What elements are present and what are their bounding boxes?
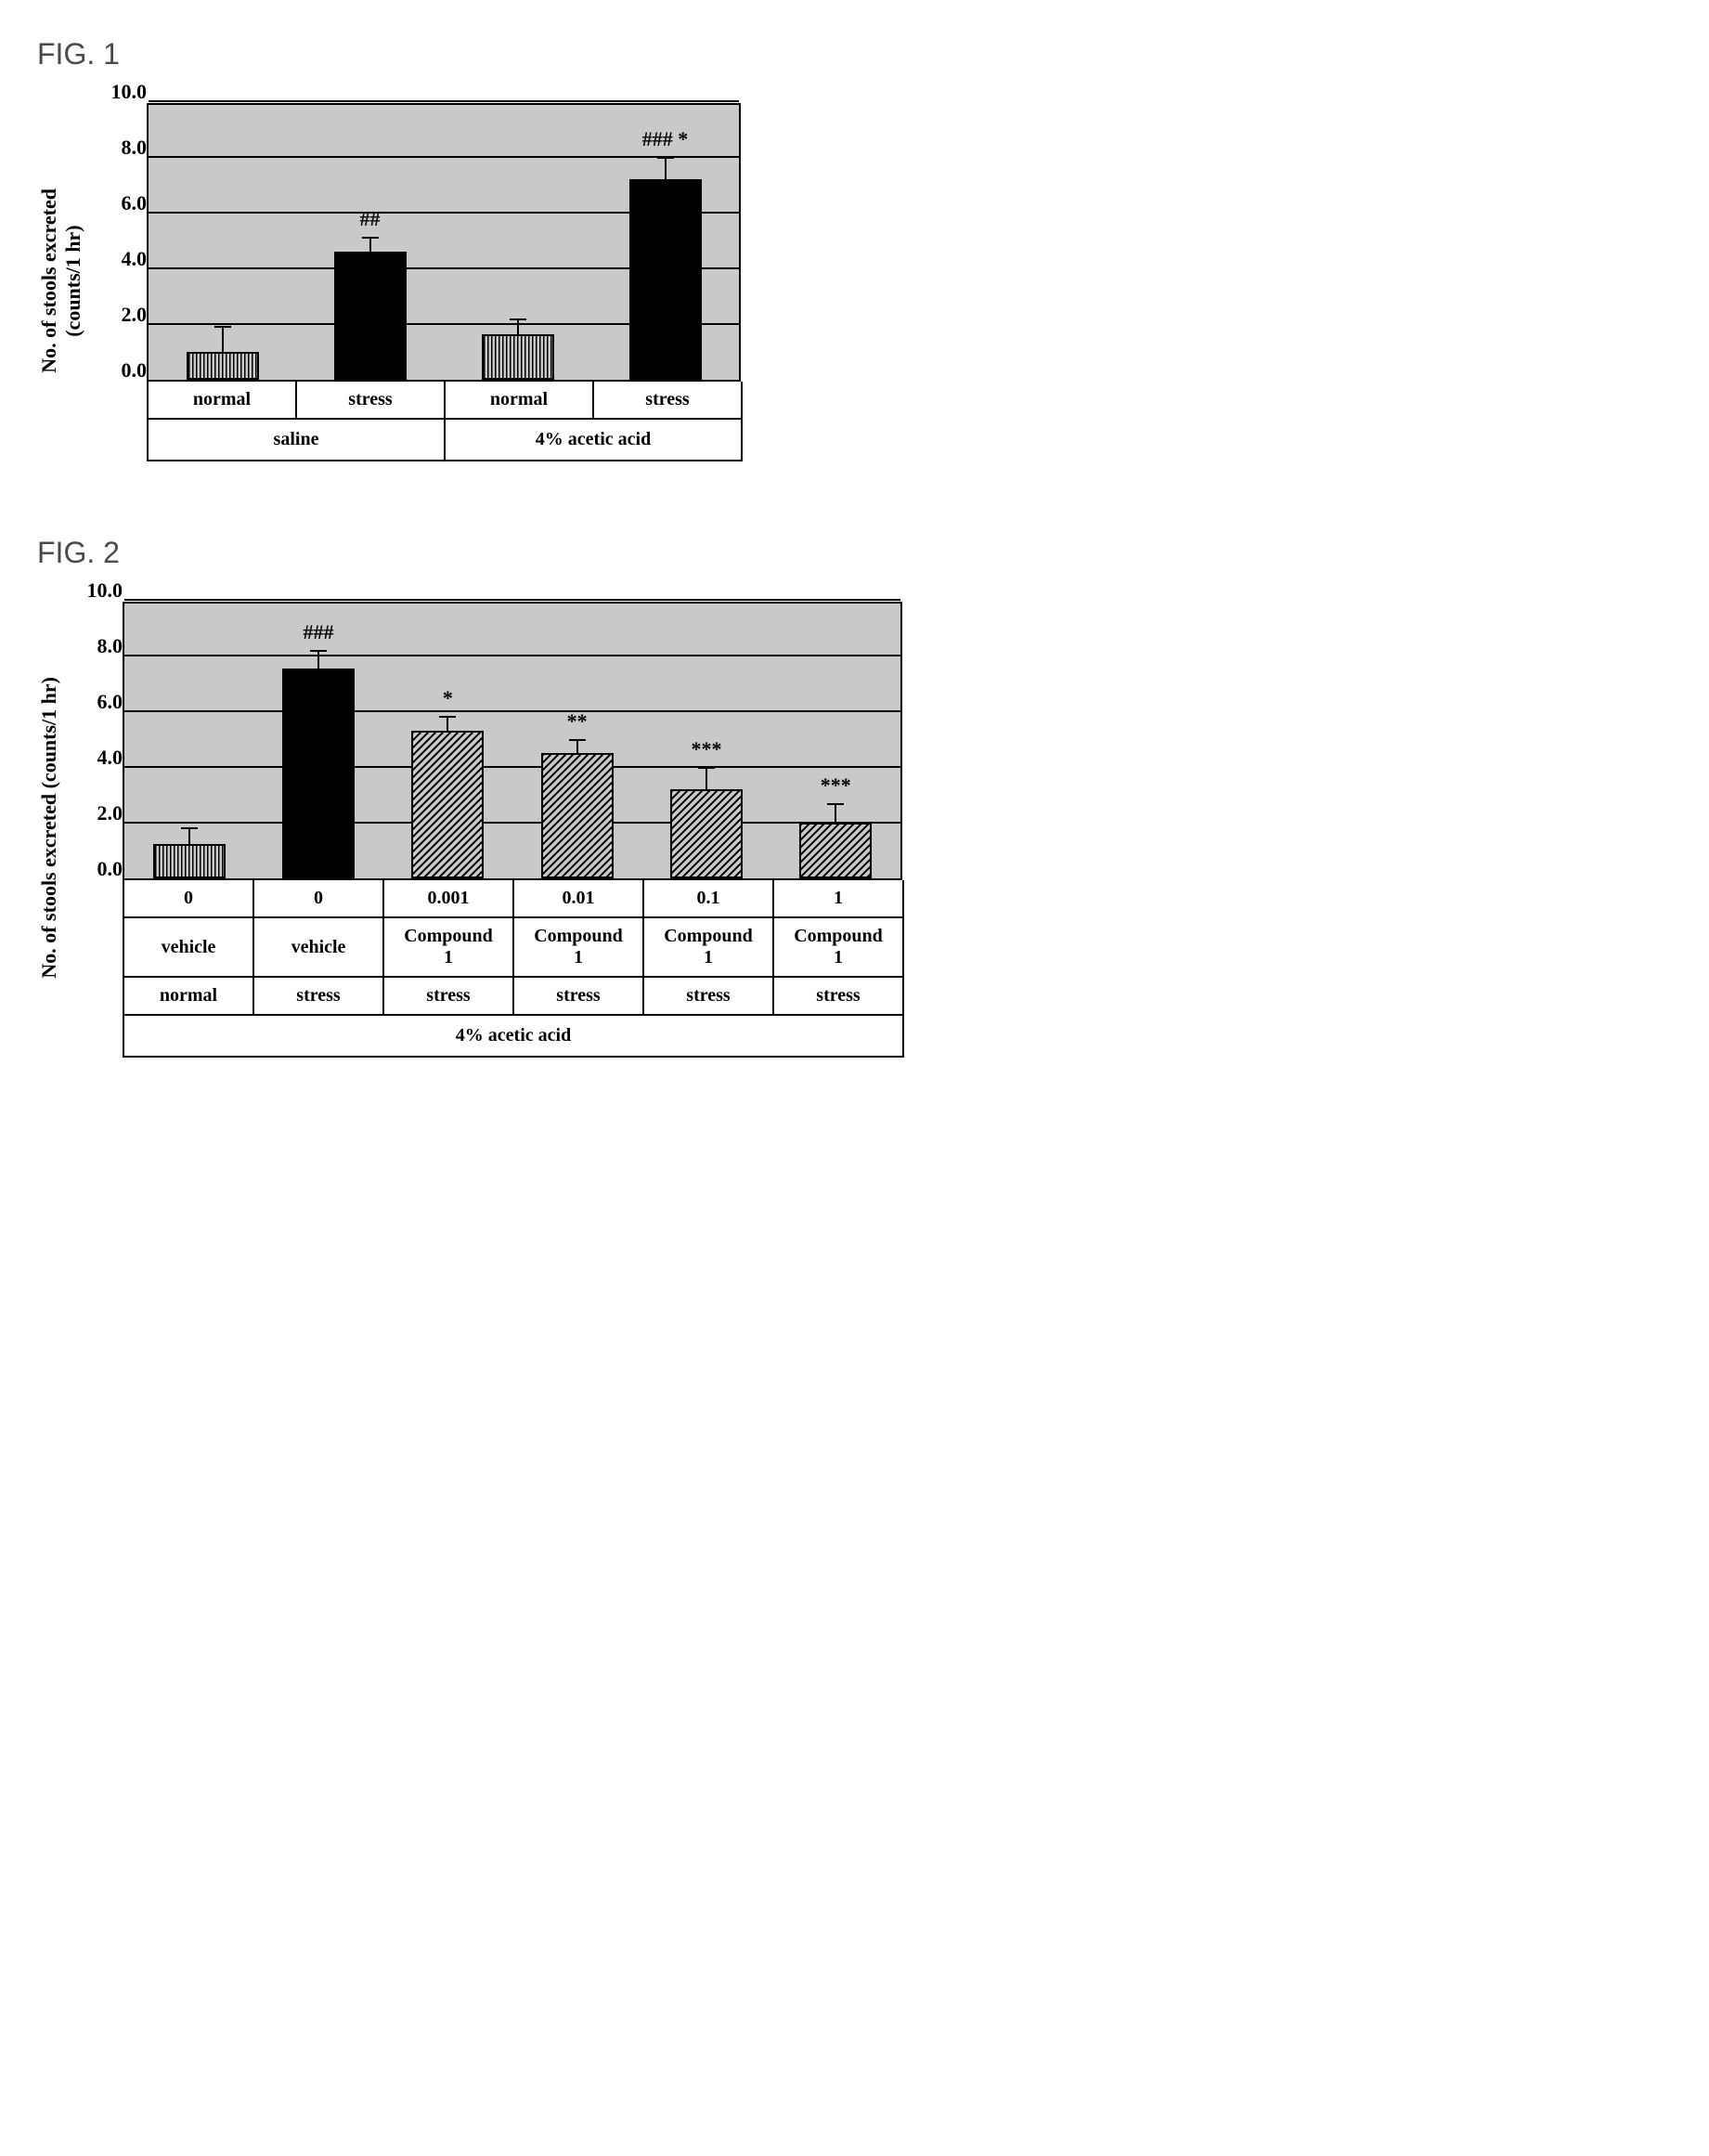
overall-label: 4% acetic acid bbox=[124, 1016, 904, 1058]
bar-annotation: ## bbox=[360, 207, 381, 231]
error-bar bbox=[447, 716, 448, 732]
error-bar bbox=[517, 318, 519, 334]
treatment-label: Compound1 bbox=[774, 918, 904, 978]
condition-label: stress bbox=[514, 978, 644, 1016]
bar-slot: ### * bbox=[591, 105, 739, 380]
bar bbox=[282, 669, 355, 879]
fig2-x-labels: 000.0010.010.11vehiclevehicleCompound1Co… bbox=[123, 880, 907, 1058]
dose-label: 1 bbox=[774, 880, 904, 918]
dose-label: 0.01 bbox=[514, 880, 644, 918]
error-bar bbox=[222, 326, 224, 353]
figure-2-chart: No. of stools excreted (counts/1 hr) 0.0… bbox=[37, 598, 1672, 1058]
bar-slot: ### bbox=[253, 604, 382, 878]
x-label: normal bbox=[446, 382, 594, 420]
bar-annotation: ** bbox=[567, 709, 588, 734]
bar-annotation: *** bbox=[821, 773, 851, 798]
bar-slot bbox=[124, 604, 253, 878]
error-bar bbox=[576, 739, 578, 753]
bar-slot: *** bbox=[641, 604, 770, 878]
bar bbox=[334, 252, 407, 380]
error-bar bbox=[369, 237, 371, 253]
x-label: stress bbox=[297, 382, 446, 420]
figure-2-label: FIG. 2 bbox=[37, 536, 1672, 570]
bar-annotation: * bbox=[443, 686, 453, 710]
dose-label: 0.1 bbox=[644, 880, 774, 918]
treatment-label: Compound1 bbox=[384, 918, 514, 978]
fig2-x-row-dose: 000.0010.010.11 bbox=[123, 880, 907, 918]
bar-annotation: ### * bbox=[642, 127, 689, 151]
fig2-plot-area: ###********* bbox=[123, 602, 902, 880]
bar bbox=[629, 179, 702, 380]
error-bar bbox=[835, 803, 836, 823]
bar bbox=[187, 352, 259, 380]
fig1-x-row-1: normalstressnormalstress bbox=[147, 382, 745, 420]
dose-label: 0 bbox=[124, 880, 254, 918]
condition-label: stress bbox=[384, 978, 514, 1016]
group-label: saline bbox=[149, 420, 446, 461]
error-bar bbox=[665, 157, 667, 179]
figure-1-chart: No. of stools excreted(counts/1 hr) 0.02… bbox=[37, 99, 1672, 461]
bar-annotation: *** bbox=[691, 737, 721, 761]
condition-label: stress bbox=[774, 978, 904, 1016]
treatment-label: vehicle bbox=[254, 918, 384, 978]
fig1-bars: ## ### * bbox=[149, 105, 739, 380]
fig2-x-row-treatment: vehiclevehicleCompound1Compound1Compound… bbox=[123, 918, 907, 978]
bar bbox=[153, 844, 226, 879]
fig1-x-labels: normalstressnormalstresssaline4% acetic … bbox=[147, 382, 745, 461]
fig1-y-ticks: 0.02.04.06.08.010.0 bbox=[95, 99, 147, 382]
x-label: normal bbox=[149, 382, 297, 420]
bar-slot bbox=[149, 105, 296, 380]
fig2-x-row-overall: 4% acetic acid bbox=[123, 1016, 907, 1058]
fig2-x-row-condition: normalstressstressstressstressstress bbox=[123, 978, 907, 1016]
bar bbox=[411, 731, 484, 878]
fig1-y-axis-label: No. of stools excreted(counts/1 hr) bbox=[37, 188, 85, 373]
figure-1-label: FIG. 1 bbox=[37, 37, 1672, 71]
condition-label: stress bbox=[644, 978, 774, 1016]
bar bbox=[541, 753, 614, 878]
dose-label: 0 bbox=[254, 880, 384, 918]
treatment-label: vehicle bbox=[124, 918, 254, 978]
fig2-y-axis-label: No. of stools excreted (counts/1 hr) bbox=[37, 677, 61, 979]
bar-annotation: ### bbox=[303, 620, 333, 644]
fig2-bars: ###********* bbox=[124, 604, 900, 878]
bar bbox=[482, 334, 554, 381]
error-bar bbox=[317, 650, 319, 669]
bar-slot: *** bbox=[771, 604, 900, 878]
bar bbox=[799, 823, 872, 878]
treatment-label: Compound1 bbox=[514, 918, 644, 978]
bar-slot: ## bbox=[296, 105, 444, 380]
group-label: 4% acetic acid bbox=[446, 420, 743, 461]
fig1-x-row-2: saline4% acetic acid bbox=[147, 420, 745, 461]
x-label: stress bbox=[594, 382, 743, 420]
bar-slot: * bbox=[383, 604, 512, 878]
error-bar bbox=[188, 827, 190, 844]
bar-slot: ** bbox=[512, 604, 641, 878]
error-bar bbox=[706, 767, 707, 789]
bar bbox=[670, 789, 743, 878]
dose-label: 0.001 bbox=[384, 880, 514, 918]
condition-label: stress bbox=[254, 978, 384, 1016]
figure-2: FIG. 2 No. of stools excreted (counts/1 … bbox=[37, 536, 1672, 1058]
condition-label: normal bbox=[124, 978, 254, 1016]
fig2-y-ticks: 0.02.04.06.08.010.0 bbox=[71, 598, 123, 880]
bar-slot bbox=[444, 105, 591, 380]
figure-1: FIG. 1 No. of stools excreted(counts/1 h… bbox=[37, 37, 1672, 461]
treatment-label: Compound1 bbox=[644, 918, 774, 978]
fig1-plot-area: ## ### * bbox=[147, 103, 741, 382]
